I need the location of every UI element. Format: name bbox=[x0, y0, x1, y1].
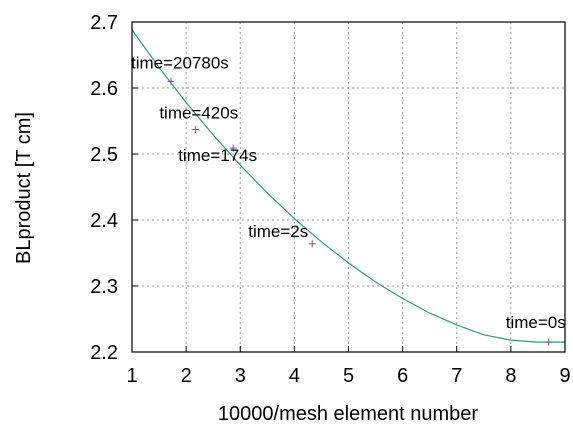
y-tick-label: 2.7 bbox=[90, 12, 118, 34]
x-tick-label: 7 bbox=[451, 365, 462, 387]
y-axis-title: BLproduct [T cm] bbox=[13, 112, 35, 264]
data-points-layer bbox=[167, 77, 553, 346]
data-point bbox=[545, 338, 553, 346]
data-point bbox=[167, 77, 175, 85]
x-tick-label: 4 bbox=[289, 365, 300, 387]
axes: 1 2 3 4 5 6 7 8 9 2.2 2.3 2.4 2.5 2.6 2.7 bbox=[90, 12, 570, 387]
x-tick-label: 2 bbox=[181, 365, 192, 387]
x-tick-label: 3 bbox=[235, 365, 246, 387]
y-tick-label: 2.3 bbox=[90, 276, 118, 298]
data-point bbox=[229, 144, 237, 152]
y-tick-label: 2.2 bbox=[90, 342, 118, 364]
x-tick-label: 9 bbox=[559, 365, 570, 387]
x-tick-label: 1 bbox=[126, 365, 137, 387]
x-tick-label: 6 bbox=[397, 365, 408, 387]
x-axis-title: 10000/mesh element number bbox=[218, 403, 478, 425]
point-annotation: time=2s bbox=[248, 222, 308, 241]
point-annotation: time=420s bbox=[159, 104, 238, 123]
fit-curve bbox=[131, 29, 565, 343]
annotations-layer: time=20780s time=420s time=174s time=2s time… bbox=[131, 53, 566, 332]
data-point bbox=[308, 240, 316, 248]
x-tick-label: 8 bbox=[505, 365, 516, 387]
data-point bbox=[191, 126, 199, 134]
y-tick-label: 2.4 bbox=[90, 210, 118, 232]
point-annotation: time=174s bbox=[178, 146, 257, 165]
x-tick-label: 5 bbox=[343, 365, 354, 387]
point-annotation: time=0s bbox=[506, 313, 566, 332]
y-tick-label: 2.5 bbox=[90, 144, 118, 166]
y-tick-label: 2.6 bbox=[90, 78, 118, 100]
point-annotation: time=20780s bbox=[131, 53, 229, 72]
gridlines bbox=[132, 22, 565, 352]
fit-curve-layer bbox=[131, 29, 565, 343]
